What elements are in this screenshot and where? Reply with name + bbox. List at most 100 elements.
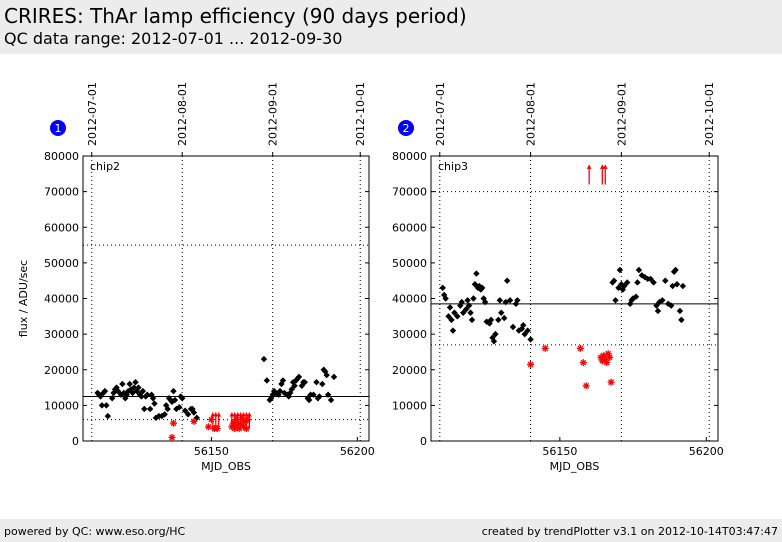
outlier-stroke xyxy=(608,379,615,386)
data-point xyxy=(439,284,446,292)
panel-badge-circle xyxy=(50,120,66,136)
data-point xyxy=(327,396,335,404)
data-point xyxy=(496,297,504,304)
y-tick-label: 70000 xyxy=(392,186,427,199)
y-tick-label: 80000 xyxy=(392,150,427,163)
data-point xyxy=(451,309,458,316)
data-point xyxy=(114,387,122,395)
arrow-head xyxy=(216,412,222,417)
outlier-stroke xyxy=(606,354,613,361)
data-point xyxy=(126,380,133,388)
chart-panel-2: 2012-07-01 2012-08-01 2012-09-01 2012-10-01… xyxy=(392,82,724,473)
outlier-point xyxy=(607,378,615,386)
data-point xyxy=(460,309,467,316)
data-point xyxy=(260,355,268,363)
outlier-point xyxy=(541,344,549,352)
data-point xyxy=(95,391,103,398)
data-point xyxy=(291,382,298,389)
data-point xyxy=(506,297,514,304)
data-point xyxy=(676,307,684,315)
data-point xyxy=(628,297,635,304)
outlier-stroke xyxy=(542,345,549,352)
date-tick-label: 2012-09-01 xyxy=(267,82,280,146)
y-tick-label: 60000 xyxy=(392,221,427,234)
outlier-point xyxy=(207,416,215,424)
page-title: CRIRES: ThAr lamp efficiency (90 days pe… xyxy=(4,4,467,28)
data-point xyxy=(101,387,109,395)
data-point xyxy=(164,405,171,413)
out-of-range-arrow xyxy=(246,412,252,429)
x-tick-label: 56200 xyxy=(689,445,724,458)
outlier-point xyxy=(168,433,176,441)
y-tick-label: 0 xyxy=(420,435,427,448)
data-point xyxy=(449,327,457,334)
data-point xyxy=(612,297,619,304)
y-tick-label: 50000 xyxy=(44,257,79,270)
outlier-point xyxy=(576,344,584,352)
data-point xyxy=(518,325,525,332)
data-point xyxy=(442,295,449,302)
data-point xyxy=(673,281,681,288)
data-point xyxy=(313,379,320,386)
data-point xyxy=(448,316,455,324)
plot-frame xyxy=(430,155,719,442)
data-point xyxy=(520,322,527,329)
data-point xyxy=(97,393,104,400)
data-point xyxy=(170,387,177,395)
data-point xyxy=(662,277,669,284)
outlier-stroke xyxy=(170,420,177,427)
data-point xyxy=(148,391,155,398)
data-point xyxy=(108,395,116,402)
outlier-stroke xyxy=(205,423,212,430)
outlier-stroke xyxy=(580,359,587,366)
data-point xyxy=(479,284,486,292)
data-point xyxy=(502,298,509,306)
data-point xyxy=(295,373,303,381)
data-point xyxy=(487,316,495,324)
x-axis-label: MJD_OBS xyxy=(550,460,600,473)
data-point xyxy=(621,282,628,290)
panel-badge-number: 1 xyxy=(55,122,62,135)
outlier-stroke xyxy=(169,434,175,441)
data-point xyxy=(104,412,112,420)
data-point xyxy=(465,302,473,309)
data-point xyxy=(471,281,479,288)
footer-credit: powered by QC: www.eso.org/HC xyxy=(4,525,186,538)
y-tick-label: 10000 xyxy=(44,399,79,412)
data-point xyxy=(171,396,179,404)
footer-generator: created by trendPlotter v3.1 on 2012-10-… xyxy=(481,525,778,538)
data-point xyxy=(141,405,148,413)
data-point xyxy=(481,298,489,306)
data-point xyxy=(330,373,338,381)
panel-label: chip3 xyxy=(438,160,468,173)
data-point xyxy=(161,411,168,418)
data-point xyxy=(181,407,189,414)
outlier-point xyxy=(169,419,177,427)
data-point xyxy=(310,391,317,398)
data-point xyxy=(626,300,634,308)
data-point xyxy=(632,293,640,300)
outlier-point xyxy=(204,423,212,431)
data-point xyxy=(440,291,448,299)
out-of-range-arrow xyxy=(586,164,592,185)
arrow-head xyxy=(246,412,252,417)
data-point xyxy=(524,327,531,334)
data-point xyxy=(139,387,147,395)
outlier-stroke xyxy=(527,361,534,368)
y-axis-label: flux / ADU/sec xyxy=(17,260,30,337)
chart-panel-1: 2012-07-01 2012-08-01 2012-09-01 2012-10-01… xyxy=(17,82,375,473)
data-point xyxy=(509,323,517,331)
data-point xyxy=(119,380,126,388)
data-point xyxy=(653,302,660,309)
data-point xyxy=(135,384,142,391)
data-point xyxy=(492,330,499,338)
data-point xyxy=(446,304,454,311)
data-point xyxy=(616,266,624,274)
data-point xyxy=(654,307,662,315)
data-point xyxy=(503,277,511,284)
data-point xyxy=(647,275,654,283)
data-point xyxy=(659,297,666,304)
outlier-stroke xyxy=(190,418,197,425)
data-point xyxy=(678,316,685,324)
data-point xyxy=(173,405,180,413)
